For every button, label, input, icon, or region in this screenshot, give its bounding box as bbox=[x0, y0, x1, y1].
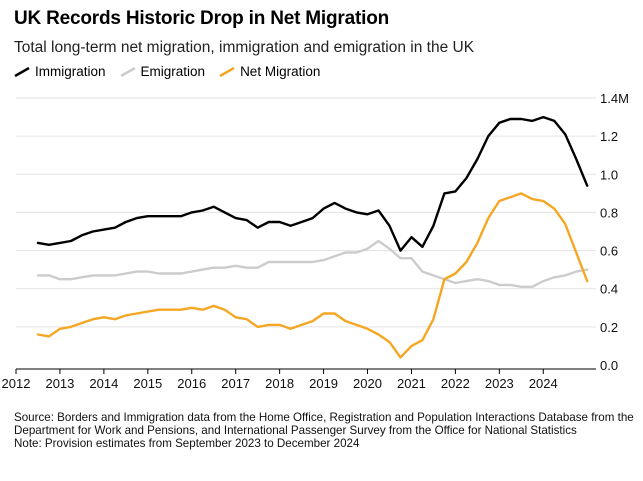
chart-title: UK Records Historic Drop in Net Migratio… bbox=[14, 8, 390, 29]
provision-note: Note: Provision estimates from September… bbox=[14, 437, 360, 451]
legend-item-emigration: Emigration bbox=[119, 64, 206, 79]
x-tick-label-3: 2015 bbox=[133, 376, 162, 391]
legend-swatch-emigration bbox=[119, 66, 136, 77]
x-tick-label-2: 2014 bbox=[89, 376, 118, 391]
y-tick-label-6: 1.2 bbox=[600, 129, 618, 144]
x-tick-label-9: 2021 bbox=[397, 376, 426, 391]
source-note: Source: Borders and Immigration data fro… bbox=[14, 411, 634, 438]
series-line-emigration bbox=[36, 239, 589, 288]
legend-label-immigration: Immigration bbox=[35, 64, 106, 79]
x-tick-label-12: 2024 bbox=[529, 376, 558, 391]
legend-swatch-immigration bbox=[14, 66, 30, 77]
series-line-net-migration bbox=[36, 192, 589, 359]
legend-label-net-migration: Net Migration bbox=[240, 64, 321, 79]
x-tick-label-0: 2012 bbox=[2, 376, 31, 391]
y-tick-label-2: 0.4 bbox=[600, 282, 618, 297]
x-tick-label-7: 2019 bbox=[309, 376, 338, 391]
x-tick-label-6: 2018 bbox=[265, 376, 294, 391]
legend-item-immigration: Immigration bbox=[14, 64, 106, 79]
series-line-immigration bbox=[36, 115, 589, 252]
chart-footer: Source: Borders and Immigration data fro… bbox=[14, 411, 634, 451]
legend-item-net-migration: Net Migration bbox=[219, 64, 320, 79]
chart-subtitle: Total long-term net migration, immigrati… bbox=[14, 39, 475, 56]
y-tick-label-5: 1.0 bbox=[600, 167, 618, 182]
x-tick-label-5: 2017 bbox=[221, 376, 250, 391]
legend-label-emigration: Emigration bbox=[140, 64, 206, 79]
y-tick-label-3: 0.6 bbox=[600, 244, 618, 259]
x-tick-label-1: 2013 bbox=[45, 376, 74, 391]
chart-legend: Immigration Emigration Net Migration bbox=[14, 64, 334, 79]
y-tick-label-4: 0.8 bbox=[600, 205, 618, 220]
y-tick-label-1: 0.2 bbox=[600, 320, 618, 335]
y-tick-label-0: 0.0 bbox=[600, 358, 618, 373]
x-tick-label-10: 2022 bbox=[441, 376, 470, 391]
legend-swatch-net-migration bbox=[219, 66, 235, 77]
x-tick-label-11: 2023 bbox=[485, 376, 514, 391]
y-tick-label-7: 1.4M bbox=[600, 91, 629, 106]
x-tick-label-8: 2020 bbox=[353, 376, 382, 391]
x-tick-label-4: 2016 bbox=[177, 376, 206, 391]
